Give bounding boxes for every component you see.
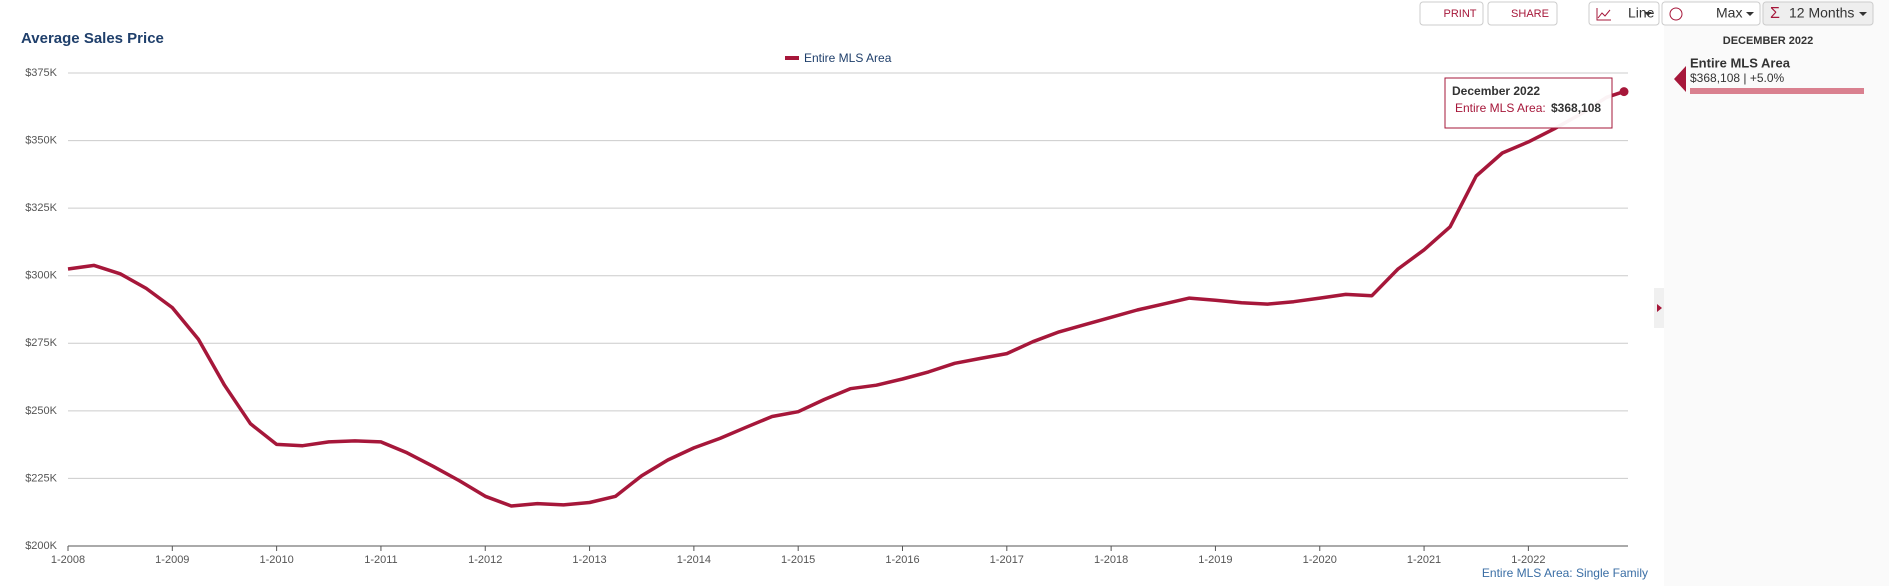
type-button[interactable] bbox=[1588, 1, 1660, 26]
chart-title: Average Sales Price bbox=[21, 30, 164, 47]
y-tick-label: $200K bbox=[25, 540, 57, 552]
hover-point bbox=[1619, 87, 1629, 97]
x-tick-label: 1-2009 bbox=[155, 554, 189, 566]
print-label: PRINT bbox=[1444, 8, 1477, 20]
sidebar-detail: $368,108 | +5.0% bbox=[1690, 71, 1785, 85]
period-label: 12 Months bbox=[1789, 5, 1854, 21]
tooltip-box bbox=[1444, 77, 1613, 129]
clock-icon bbox=[1669, 7, 1683, 21]
x-tick-label: 1-2019 bbox=[1198, 554, 1232, 566]
tooltip: December 2022 Entire MLS Area: $368,108 bbox=[1444, 77, 1613, 129]
sidebar-name: Entire MLS Area bbox=[1690, 55, 1791, 70]
y-tick-label: $325K bbox=[25, 202, 57, 214]
toggle-arrow bbox=[1657, 304, 1662, 312]
footer: Entire MLS Area: Single Family bbox=[1482, 566, 1648, 580]
y-tick-label: $250K bbox=[25, 405, 57, 417]
x-tick-label: 1-2008 bbox=[51, 554, 85, 566]
share-label: SHARE bbox=[1511, 8, 1549, 20]
tooltip-value: $368,108 bbox=[1551, 101, 1601, 115]
x-tick-label: 1-2010 bbox=[259, 554, 293, 566]
x-tick-label: 1-2018 bbox=[1094, 554, 1128, 566]
line-icon bbox=[1596, 8, 1611, 21]
sidebar-bar bbox=[1690, 88, 1864, 94]
print-button[interactable] bbox=[1419, 1, 1484, 26]
x-tick-label: 1-2012 bbox=[468, 554, 502, 566]
tooltip-title: December 2022 bbox=[1452, 84, 1540, 98]
legend-label: Entire MLS Area bbox=[804, 51, 892, 65]
range-button[interactable] bbox=[1661, 1, 1761, 26]
sidebar-marker bbox=[1674, 66, 1686, 92]
period-button[interactable] bbox=[1762, 1, 1874, 26]
x-tick-label: 1-2016 bbox=[885, 554, 919, 566]
share-button[interactable] bbox=[1487, 1, 1558, 26]
x-tick-label: 1-2015 bbox=[781, 554, 815, 566]
sidebar-date: DECEMBER 2022 bbox=[1723, 35, 1813, 47]
type-label: Line bbox=[1628, 5, 1655, 21]
legend-swatch bbox=[785, 56, 799, 60]
x-tick-label: 1-2020 bbox=[1303, 554, 1337, 566]
tooltip-label: Entire MLS Area: bbox=[1455, 101, 1546, 115]
sidebar-bg bbox=[1664, 0, 1889, 586]
x-tick-label: 1-2021 bbox=[1407, 554, 1441, 566]
range-label: Max bbox=[1716, 5, 1742, 21]
toolbar: PRINT SHARE Line Max Σ 12 Months bbox=[1419, 1, 1874, 26]
y-tick-label: $225K bbox=[25, 472, 57, 484]
y-tick-label: $375K bbox=[25, 67, 57, 79]
y-tick-label: $350K bbox=[25, 134, 57, 146]
sigma-icon: Σ bbox=[1770, 5, 1780, 22]
x-tick-label: 1-2014 bbox=[677, 554, 711, 566]
y-tick-label: $300K bbox=[25, 270, 57, 282]
series-line bbox=[67, 89, 1625, 508]
x-tick-label: 1-2022 bbox=[1511, 554, 1545, 566]
y-tick-label: $275K bbox=[25, 337, 57, 349]
x-tick-label: 1-2011 bbox=[364, 554, 397, 566]
x-tick-label: 1-2013 bbox=[572, 554, 606, 566]
x-tick-label: 1-2017 bbox=[990, 554, 1024, 566]
